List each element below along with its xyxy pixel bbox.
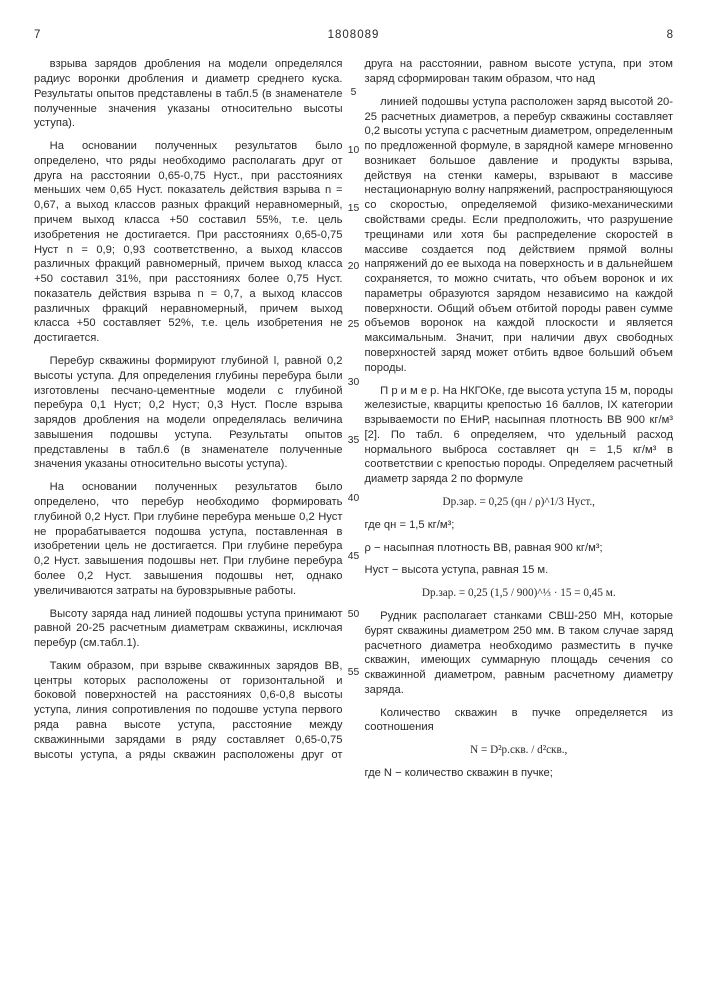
- line-number: 10: [345, 144, 363, 158]
- line-number: 5: [345, 86, 363, 100]
- line-number: 45: [345, 550, 363, 564]
- line-number: 25: [345, 318, 363, 332]
- line-number: 20: [345, 260, 363, 274]
- paragraph: На основании полученных результатов было…: [34, 139, 343, 346]
- page-number-right: 8: [643, 28, 673, 43]
- line-number: 40: [345, 492, 363, 506]
- paragraph: На основании полученных результатов было…: [34, 480, 343, 598]
- paragraph: линией подошвы уступа расположен заряд в…: [365, 95, 674, 376]
- page-header: 7 1808089 8: [34, 28, 673, 43]
- formula: Dр.зар. = 0,25 (qн / ρ)^1/3 Нуст.,: [365, 495, 674, 510]
- paragraph: ρ − насыпная плотность ВВ, равная 900 кг…: [365, 541, 674, 556]
- paragraph: Перебур скважины формируют глубиной l, р…: [34, 354, 343, 472]
- paragraph: где N − количество скважин в пучке;: [365, 766, 674, 781]
- paragraph: где qн = 1,5 кг/м³;: [365, 518, 674, 533]
- formula: N = D²р.скв. / d²скв.,: [365, 743, 674, 758]
- line-number: 15: [345, 202, 363, 216]
- paragraph: взрыва зарядов дробления на модели опред…: [34, 57, 343, 131]
- line-number: 55: [345, 666, 363, 680]
- formula: Dр.зар. = 0,25 (1,5 / 900)^⅓ · 15 = 0,45…: [365, 586, 674, 601]
- page-number-left: 7: [34, 28, 64, 43]
- paragraph: Высоту заряда над линией подошвы уступа …: [34, 607, 343, 651]
- paragraph: Нуст − высота уступа, равная 15 м.: [365, 563, 674, 578]
- paragraph: П р и м е р. На НКГОКе, где высота уступ…: [365, 384, 674, 487]
- paragraph: Количество скважин в пучке определяется …: [365, 706, 674, 736]
- line-number: 50: [345, 608, 363, 622]
- document-number: 1808089: [64, 28, 643, 43]
- line-number: 35: [345, 434, 363, 448]
- line-number: 30: [345, 376, 363, 390]
- paragraph: Рудник располагает станками СВШ-250 МН, …: [365, 609, 674, 698]
